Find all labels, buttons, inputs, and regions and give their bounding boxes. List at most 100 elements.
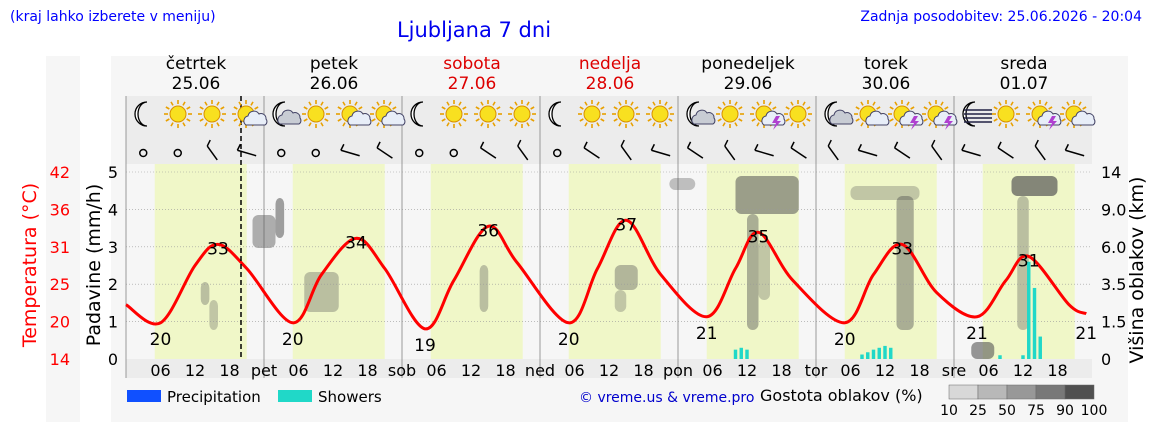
temperature-value-label: 20 — [558, 330, 580, 350]
cloud-density-patch — [479, 265, 489, 312]
cloud-density-label: Gostota oblakov (%) — [760, 386, 923, 405]
hour-tick-label: 18 — [771, 361, 791, 380]
hour-tick-label: 12 — [875, 361, 895, 380]
sun-cloud-icon — [1060, 100, 1096, 128]
temperature-value-label: 33 — [891, 239, 913, 259]
day-name: ponedeljek — [701, 54, 795, 74]
wind-barb — [206, 139, 218, 161]
sun-storm-icon — [750, 100, 786, 130]
credit-link[interactable]: © vreme.us & vreme.pro — [579, 390, 754, 406]
shower-bar — [871, 349, 876, 359]
temperature-value-label: 31 — [1018, 251, 1040, 271]
day-short-label: pet — [251, 361, 277, 380]
hour-tick-label: 18 — [1047, 361, 1067, 380]
wind-barb — [650, 143, 671, 157]
day-name: četrtek — [166, 54, 227, 74]
cloud-density-patch — [1017, 196, 1029, 330]
sun-icon — [578, 100, 606, 128]
daylight-band — [844, 164, 937, 359]
temperature-value-label: 21 — [1075, 324, 1097, 344]
sun-icon — [440, 100, 468, 128]
wind-barb — [376, 141, 393, 159]
moon-icon — [548, 101, 562, 127]
moon-icon — [134, 101, 148, 127]
hour-tick-label: 18 — [495, 361, 515, 380]
wind-barb — [173, 148, 182, 158]
sun-icon — [508, 100, 536, 128]
cloud-height-tick-label: 6.0 — [1101, 238, 1126, 257]
moon-cloud-icon — [686, 101, 716, 127]
day-name: torek — [864, 54, 908, 74]
shower-bar — [860, 354, 864, 359]
temperature-tick-label: 20 — [50, 313, 70, 332]
hour-tick-label: 12 — [461, 361, 481, 380]
cloud-density-patch — [275, 198, 285, 238]
temperature-tick-label: 31 — [50, 238, 70, 257]
hour-tick-label: 06 — [840, 361, 860, 380]
temperature-tick-label: 42 — [50, 163, 70, 182]
temperature-value-label: 35 — [748, 227, 770, 247]
wind-barb — [997, 141, 1014, 159]
moon-cloud-icon — [272, 101, 302, 127]
hour-tick-label: 12 — [599, 361, 619, 380]
hour-tick-label: 18 — [219, 361, 239, 380]
temperature-tick-label: 25 — [50, 275, 70, 294]
precip-axis-label: Padavine (mm/h) — [83, 184, 105, 347]
sun-storm-icon — [888, 100, 924, 130]
hour-tick-label: 06 — [702, 361, 722, 380]
temperature-value-label: 21 — [696, 324, 718, 344]
hour-tick-label: 18 — [909, 361, 929, 380]
temperature-value-label: 21 — [966, 324, 988, 344]
cloud-density-patch — [1011, 176, 1058, 196]
temperature-tick-label: 14 — [50, 350, 70, 369]
wind-barb — [517, 139, 529, 161]
hour-tick-label: 18 — [633, 361, 653, 380]
last-update: Zadnja posodobitev: 25.06.2026 - 20:04 — [860, 9, 1142, 25]
wind-barb — [931, 139, 943, 161]
wind-barb — [1034, 139, 1046, 161]
cloud-height-tick-label: 0 — [1101, 350, 1111, 369]
wind-barb — [236, 143, 257, 157]
sun-icon — [646, 100, 674, 128]
wind-barb — [724, 139, 736, 161]
precip-tick-label: 5 — [108, 163, 118, 182]
wind-barb — [827, 139, 839, 161]
wind-barb — [583, 141, 600, 159]
cloud-density-patch — [896, 196, 914, 330]
precip-legend-label: Precipitation — [167, 388, 261, 406]
moon-fog-icon — [962, 101, 992, 127]
wind-barb — [277, 148, 286, 158]
wind-barb — [686, 141, 704, 159]
temperature-value-label: 20 — [282, 330, 304, 350]
temperature-value-label: 20 — [834, 330, 856, 350]
sun-icon — [784, 100, 812, 128]
cloud-density-patch — [971, 342, 995, 359]
cloud-density-patch — [304, 272, 339, 312]
region-note[interactable]: (kraj lahko izberete v meniju) — [10, 9, 216, 25]
hour-tick-label: 12 — [185, 361, 205, 380]
sun-icon — [992, 100, 1020, 128]
hour-tick-label: 12 — [1013, 361, 1033, 380]
cloud-density-patch — [614, 290, 627, 312]
wind-barb — [311, 148, 320, 158]
wind-barb — [1064, 143, 1085, 157]
sun-cloud-icon — [854, 100, 890, 128]
temperature-line — [125, 218, 1087, 331]
day-date: 25.06 — [172, 74, 221, 94]
temperature-value-label: 37 — [615, 215, 637, 235]
daylight-band — [568, 164, 661, 359]
day-date: 27.06 — [448, 74, 497, 94]
temperature-value-label: 36 — [477, 221, 499, 241]
precip-tick-label: 0 — [108, 350, 118, 369]
sun-storm-icon — [922, 100, 958, 130]
wind-barb — [449, 148, 458, 158]
cloud-density-patch — [758, 240, 770, 300]
cloud-density-scale: 10 25 50 75 90 100 — [940, 384, 1107, 419]
density-swatch — [948, 384, 979, 400]
wind-barb — [790, 141, 807, 159]
temperature-value-label: 34 — [345, 233, 367, 253]
precip-tick-label: 2 — [108, 275, 118, 294]
hour-tick-label: 06 — [978, 361, 998, 380]
wind-barb — [415, 148, 424, 158]
shower-bar — [1032, 287, 1037, 359]
